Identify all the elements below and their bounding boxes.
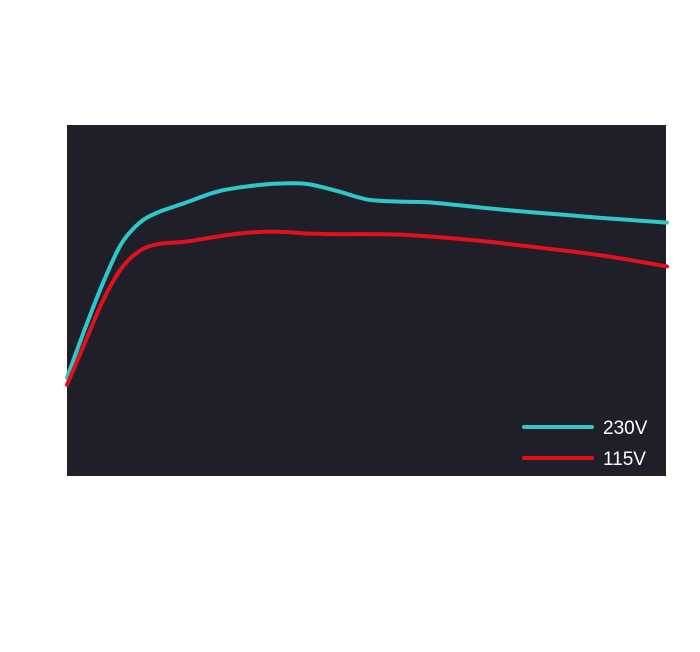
plot-background (67, 125, 666, 476)
legend: 230V 115V (522, 418, 648, 470)
legend-label-230v: 230V (603, 418, 648, 439)
series-line-230v (65, 181, 669, 380)
legend-label-115v: 115V (603, 449, 646, 470)
series-layer (65, 181, 669, 387)
series-line-115v (65, 229, 669, 387)
